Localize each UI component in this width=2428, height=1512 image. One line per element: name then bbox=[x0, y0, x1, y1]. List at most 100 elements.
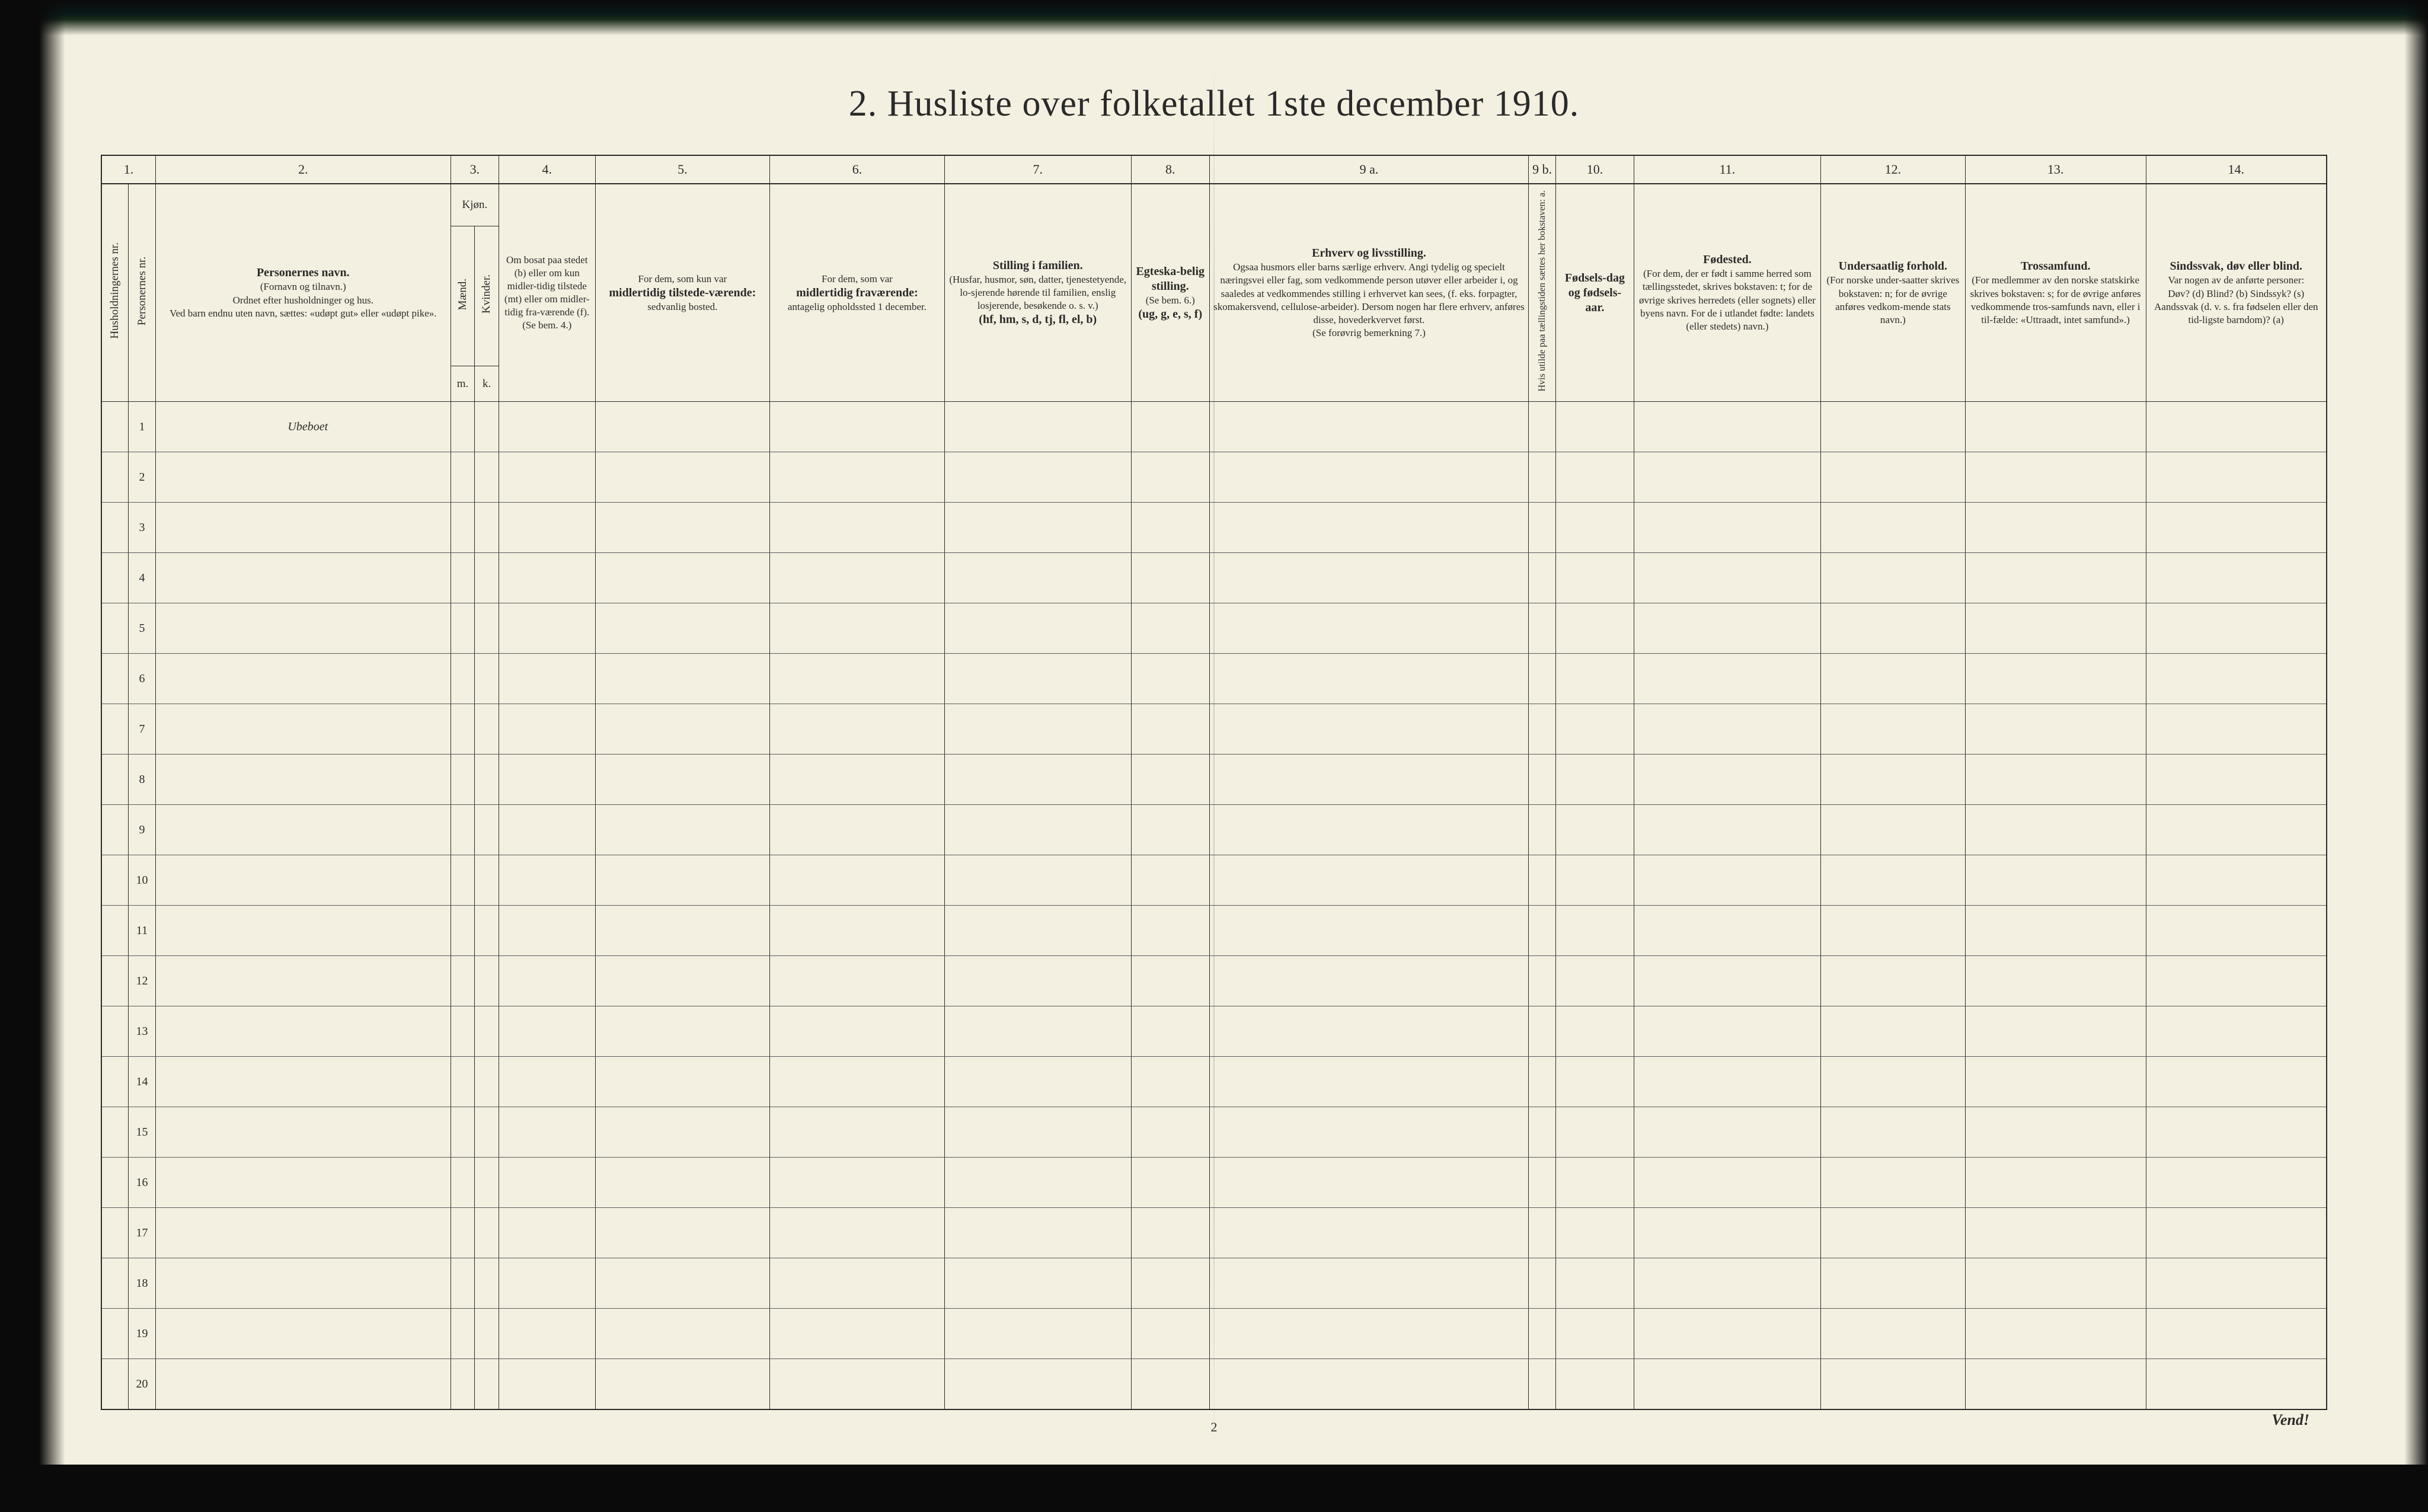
cell-person-nr: 7 bbox=[129, 704, 156, 755]
cell-hush-nr bbox=[101, 402, 129, 452]
cell-hush-nr bbox=[101, 503, 129, 553]
cell-utilde bbox=[1529, 1006, 1556, 1057]
header-erhverv-l3: (Se forøvrig bemerkning 7.) bbox=[1213, 327, 1525, 340]
cell-m bbox=[451, 452, 475, 503]
cell-erhverv bbox=[1209, 1258, 1528, 1309]
cell-utilde bbox=[1529, 1107, 1556, 1158]
cell-egte bbox=[1131, 1258, 1209, 1309]
cell-fodsel bbox=[1555, 1359, 1634, 1410]
cell-tros bbox=[1965, 704, 2146, 755]
header-navn-sub1: (Fornavn og tilnavn.) bbox=[159, 280, 447, 293]
cell-stilling bbox=[944, 1158, 1131, 1208]
cell-sind bbox=[2146, 503, 2327, 553]
cell-egte bbox=[1131, 704, 1209, 755]
cell-utilde bbox=[1529, 603, 1556, 654]
cell-egte bbox=[1131, 654, 1209, 704]
header-utilde: Hvis utilde paa tællingstiden sættes her… bbox=[1529, 184, 1556, 402]
header-stilling-l1: Stilling i familien. bbox=[948, 258, 1127, 273]
header-navn-title: Personernes navn. bbox=[159, 266, 447, 280]
header-stilling-l3: (hf, hm, s, d, tj, fl, el, b) bbox=[948, 312, 1127, 327]
cell-utilde bbox=[1529, 654, 1556, 704]
cell-person-nr: 9 bbox=[129, 805, 156, 855]
scan-artifact-right bbox=[2404, 0, 2428, 1512]
cell-fodested bbox=[1634, 503, 1820, 553]
cell-utilde bbox=[1529, 1359, 1556, 1410]
cell-utilde bbox=[1529, 553, 1556, 603]
cell-fodested bbox=[1634, 1359, 1820, 1410]
cell-undersaat bbox=[1820, 1208, 1965, 1258]
cell-m bbox=[451, 654, 475, 704]
cell-fodsel bbox=[1555, 654, 1634, 704]
cell-bosat bbox=[499, 1359, 595, 1410]
cell-fodested bbox=[1634, 654, 1820, 704]
header-tilstede-l3: sedvanlig bosted. bbox=[599, 301, 766, 314]
cell-m bbox=[451, 1158, 475, 1208]
cell-sind bbox=[2146, 704, 2327, 755]
cell-tilstede bbox=[595, 1359, 770, 1410]
cell-person-nr: 3 bbox=[129, 503, 156, 553]
cell-undersaat bbox=[1820, 503, 1965, 553]
cell-erhverv bbox=[1209, 1158, 1528, 1208]
cell-frav bbox=[770, 452, 945, 503]
cell-tros bbox=[1965, 553, 2146, 603]
cell-k bbox=[475, 1107, 499, 1158]
header-egte-l1: Egteska-belig stilling. bbox=[1135, 264, 1206, 294]
cell-fodsel bbox=[1555, 906, 1634, 956]
cell-frav bbox=[770, 1006, 945, 1057]
cell-hush-nr bbox=[101, 553, 129, 603]
header-egte-l2: (Se bem. 6.) bbox=[1135, 294, 1206, 307]
cell-frav bbox=[770, 704, 945, 755]
cell-sind bbox=[2146, 1107, 2327, 1158]
cell-person-nr: 10 bbox=[129, 855, 156, 906]
cell-undersaat bbox=[1820, 956, 1965, 1006]
cell-fodsel bbox=[1555, 1309, 1634, 1359]
cell-sind bbox=[2146, 1057, 2327, 1107]
header-kvinder-label: Kvinder. bbox=[480, 274, 494, 314]
header-egte-l3: (ug, g, e, s, f) bbox=[1135, 307, 1206, 322]
cell-m bbox=[451, 1107, 475, 1158]
colnum-9a: 9 a. bbox=[1209, 155, 1528, 184]
cell-name bbox=[155, 1208, 451, 1258]
cell-frav bbox=[770, 1158, 945, 1208]
cell-utilde bbox=[1529, 956, 1556, 1006]
cell-bosat bbox=[499, 755, 595, 805]
header-navn-sub3: Ved barn endnu uten navn, sættes: «udøpt… bbox=[159, 307, 447, 320]
cell-name bbox=[155, 906, 451, 956]
cell-bosat bbox=[499, 1309, 595, 1359]
cell-person-nr: 1 bbox=[129, 402, 156, 452]
colnum-2: 2. bbox=[155, 155, 451, 184]
cell-bosat bbox=[499, 553, 595, 603]
cell-fodested bbox=[1634, 1309, 1820, 1359]
cell-m bbox=[451, 1359, 475, 1410]
cell-sind bbox=[2146, 1158, 2327, 1208]
cell-frav bbox=[770, 906, 945, 956]
cell-fodested bbox=[1634, 855, 1820, 906]
cell-fodsel bbox=[1555, 704, 1634, 755]
colnum-7: 7. bbox=[944, 155, 1131, 184]
cell-tilstede bbox=[595, 855, 770, 906]
header-k-short: k. bbox=[475, 366, 499, 402]
cell-tilstede bbox=[595, 452, 770, 503]
header-erhverv: Erhverv og livsstilling. Ogsaa husmors e… bbox=[1209, 184, 1528, 402]
cell-tros bbox=[1965, 906, 2146, 956]
census-page: 2. Husliste over folketallet 1ste decemb… bbox=[0, 0, 2428, 1512]
cell-erhverv bbox=[1209, 906, 1528, 956]
cell-name bbox=[155, 956, 451, 1006]
cell-frav bbox=[770, 805, 945, 855]
header-stilling-l2: (Husfar, husmor, søn, datter, tjenestety… bbox=[948, 273, 1127, 312]
cell-tilstede bbox=[595, 1006, 770, 1057]
cell-fodsel bbox=[1555, 452, 1634, 503]
cell-erhverv bbox=[1209, 956, 1528, 1006]
cell-tilstede bbox=[595, 654, 770, 704]
cell-person-nr: 13 bbox=[129, 1006, 156, 1057]
cell-undersaat bbox=[1820, 1309, 1965, 1359]
cell-m bbox=[451, 855, 475, 906]
cell-bosat bbox=[499, 654, 595, 704]
cell-fodested bbox=[1634, 805, 1820, 855]
cell-k bbox=[475, 503, 499, 553]
cell-tilstede bbox=[595, 1208, 770, 1258]
cell-fodsel bbox=[1555, 855, 1634, 906]
cell-undersaat bbox=[1820, 755, 1965, 805]
header-bosat: Om bosat paa stedet (b) eller om kun mid… bbox=[499, 184, 595, 402]
cell-tilstede bbox=[595, 603, 770, 654]
